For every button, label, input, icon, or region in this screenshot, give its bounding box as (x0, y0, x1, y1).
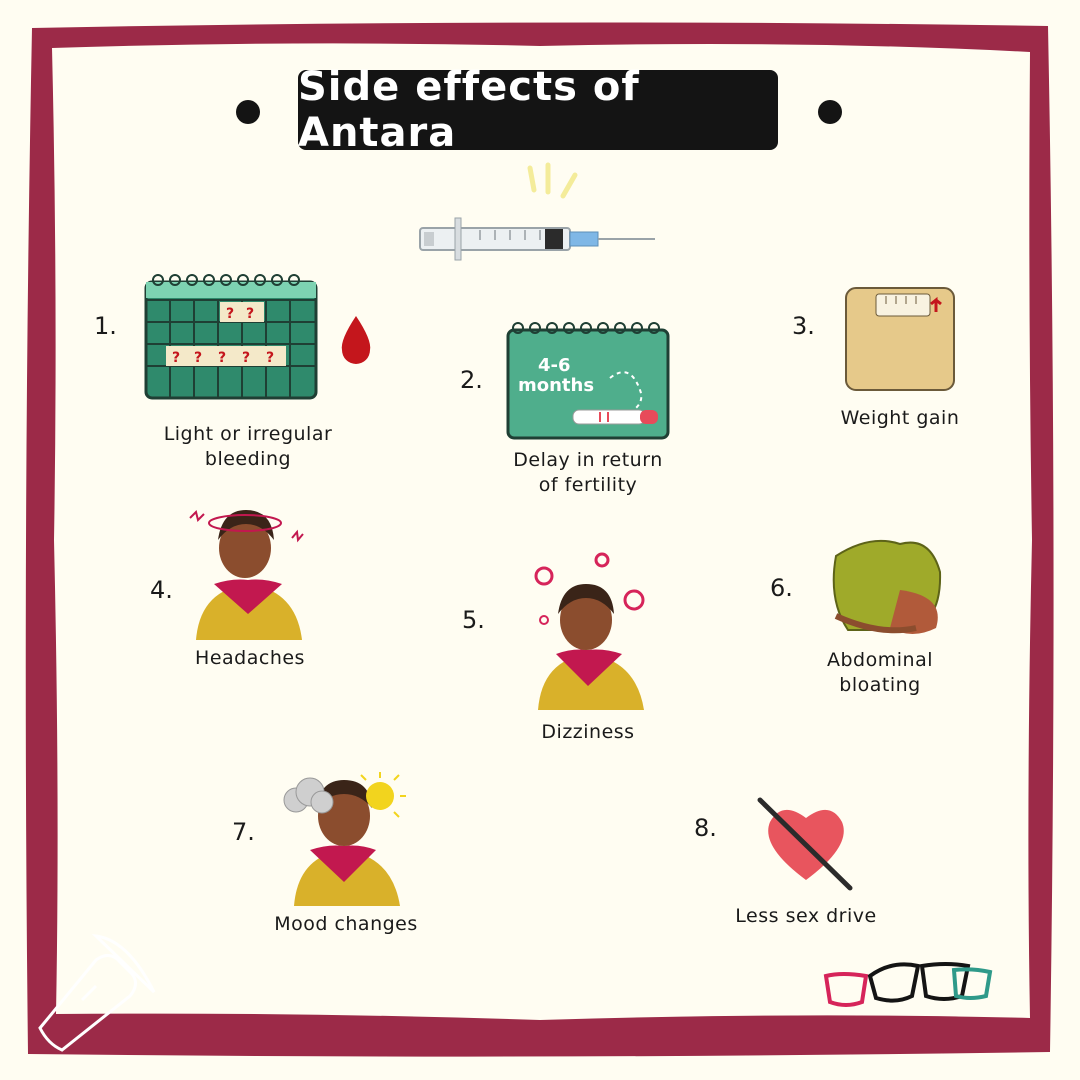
item-number-4: 4. (150, 576, 173, 604)
title-dot-left (236, 100, 260, 124)
crossed-heart-icon (757, 797, 853, 891)
item-caption-5-line1: Dizziness (541, 721, 635, 743)
blood-drop-icon (341, 316, 371, 364)
item-number-8: 8. (694, 814, 717, 842)
woman-mood-icon (283, 772, 406, 906)
calendar-pregnancy-test-icon (506, 322, 670, 440)
svg-text:?: ? (226, 306, 234, 322)
woman-headache-icon (189, 510, 304, 640)
title-dot-right (818, 100, 842, 124)
svg-text:?: ? (242, 350, 250, 366)
svg-text:?: ? (172, 350, 180, 366)
item-caption-4: Headaches (150, 646, 350, 671)
weighing-scale-icon (845, 287, 955, 391)
item-caption-7: Mood changes (246, 912, 446, 937)
item-caption-6-line2: bloating (839, 674, 921, 696)
calendar-months-label: 4-6 months (518, 356, 594, 396)
page-title: Side effects of Antara (298, 64, 640, 156)
bloated-belly-icon (832, 539, 942, 634)
calendar-label-line2: months (518, 375, 595, 396)
item-caption-2: Delay in return of fertility (478, 448, 698, 498)
item-number-3: 3. (792, 312, 815, 340)
svg-text:?: ? (194, 350, 202, 366)
item-caption-3-line1: Weight gain (840, 407, 960, 429)
item-caption-5: Dizziness (488, 720, 688, 745)
item-caption-4-line1: Headaches (195, 647, 305, 669)
item-number-6: 6. (770, 574, 793, 602)
syringe-icon (419, 162, 655, 261)
item-number-1: 1. (94, 312, 117, 340)
item-caption-7-line1: Mood changes (274, 913, 418, 935)
item-number-7: 7. (232, 818, 255, 846)
item-number-5: 5. (462, 606, 485, 634)
svg-text:?: ? (246, 306, 254, 322)
glasses-logo-icon (823, 962, 993, 1007)
svg-text:?: ? (266, 350, 274, 366)
item-caption-2-line1: Delay in return (513, 449, 663, 471)
calendar-question-icon: ?? ????? (144, 274, 318, 400)
item-number-2: 2. (460, 366, 483, 394)
sun-icon (360, 772, 406, 818)
woman-dizzy-icon (534, 552, 645, 710)
cloud-icon (283, 777, 334, 814)
item-caption-1-line2: bleeding (204, 448, 292, 470)
calendar-label-line1: 4-6 (538, 355, 571, 376)
item-caption-2-line2: of fertility (538, 474, 638, 496)
item-caption-1-line1: Light or irregular (163, 423, 333, 445)
item-caption-6-line1: Abdominal (827, 649, 933, 671)
item-caption-6: Abdominal bloating (780, 648, 980, 698)
item-caption-8: Less sex drive (706, 904, 906, 929)
title-banner: Side effects of Antara (298, 64, 778, 156)
flashlight-icon (38, 933, 156, 1052)
item-caption-3: Weight gain (800, 406, 1000, 431)
item-caption-1: Light or irregular bleeding (138, 422, 358, 472)
svg-text:?: ? (218, 350, 226, 366)
item-caption-8-line1: Less sex drive (735, 905, 877, 927)
